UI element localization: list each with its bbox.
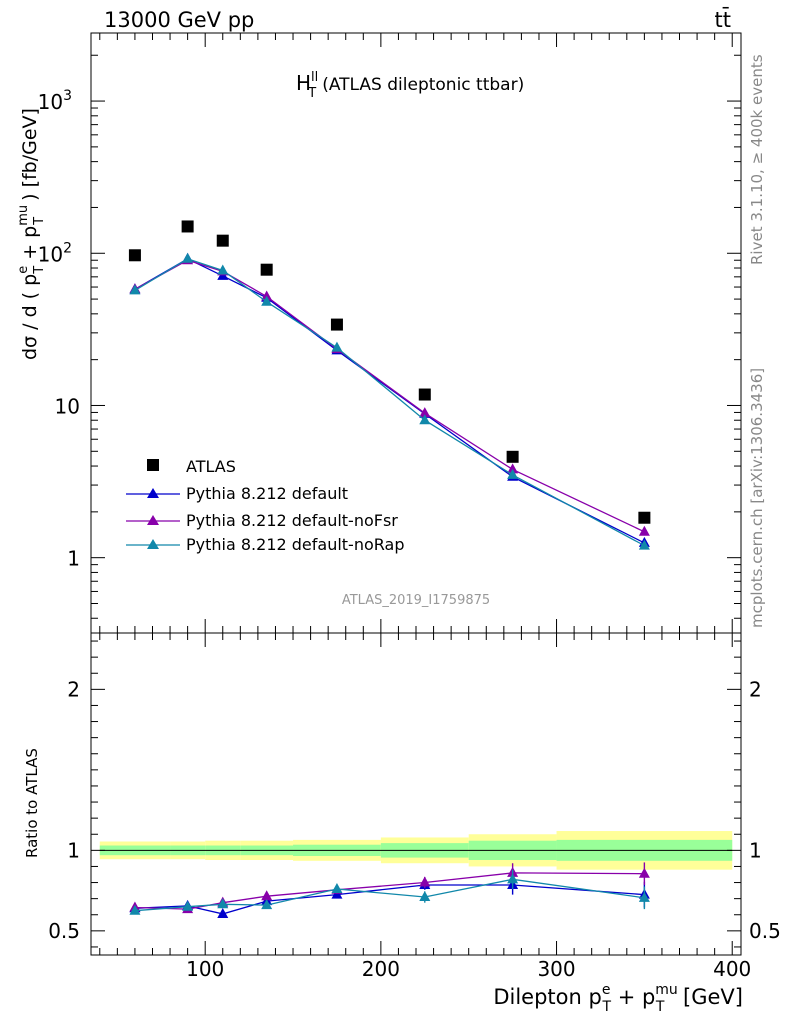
ratio-series-marker-0 xyxy=(217,907,229,918)
ratio-series-line-2 xyxy=(134,878,645,912)
ratio-ticks: 0.5 0.5 1 1 2 2 100 200 300 400 xyxy=(48,633,781,981)
main-series-marker-3 xyxy=(182,252,194,263)
main-panel: 1 10 102 103 Hll T (ATLAS dileptonic ttbar) A… xyxy=(16,32,742,634)
ratio-series-marker-1 xyxy=(261,890,273,901)
atlas-data-point xyxy=(181,220,194,233)
atlas-data-point xyxy=(260,263,273,276)
main-series-marker-3 xyxy=(261,295,273,306)
main-series-marker-3 xyxy=(419,414,431,425)
main-series-line-2 xyxy=(134,259,645,533)
main-ytick-label: 103 xyxy=(38,88,72,114)
ratio-series-line-0 xyxy=(134,884,645,915)
ratio-series-marker-2 xyxy=(331,882,343,893)
legend-marker-default xyxy=(147,488,159,498)
atlas-data-point xyxy=(418,388,431,401)
x-tick-label: 400 xyxy=(713,957,751,981)
legend-marker-nofsr xyxy=(147,515,159,525)
header-right: tt̄ xyxy=(715,7,731,32)
mcplots-label: mcplots.cern.ch [arXiv:1306.3436] xyxy=(748,368,766,628)
analysis-label: ATLAS_2019_I1759875 xyxy=(342,593,490,608)
main-ytick-label: 10 xyxy=(55,394,80,418)
main-series-marker-2 xyxy=(419,407,431,418)
x-axis-label: Dilepton pe T + pmu T [GeV] xyxy=(493,982,743,1015)
main-ylabel: dσ / d ( peT + pmuT ) [fb/GeV] xyxy=(16,108,47,360)
ratio-bands xyxy=(99,831,733,870)
rivet-label: Rivet 3.1.10, ≥ 400k events xyxy=(748,54,766,265)
main-series-marker-2 xyxy=(638,525,650,536)
legend: ATLAS Pythia 8.212 default Pythia 8.212 … xyxy=(126,457,404,554)
atlas-data-point xyxy=(330,318,343,331)
legend-marker-atlas xyxy=(147,459,159,471)
atlas-data-point xyxy=(128,249,141,262)
ratio-series-marker-1 xyxy=(638,867,650,878)
ratio-ytick-label-left: 2 xyxy=(67,677,80,701)
ratio-series-marker-2 xyxy=(182,900,194,911)
main-series-marker-3 xyxy=(507,468,519,479)
ratio-ytick-label-right: 0.5 xyxy=(749,919,781,943)
legend-label-nofsr: Pythia 8.212 default-noFsr xyxy=(186,511,398,530)
x-tick-label: 300 xyxy=(537,957,575,981)
legend-marker-norap xyxy=(147,539,159,549)
atlas-data-point xyxy=(216,234,229,247)
atlas-data-point xyxy=(506,450,519,463)
ratio-ytick-label-left: 0.5 xyxy=(48,919,80,943)
main-ytick-label: 1 xyxy=(67,547,80,571)
ratio-series-marker-2 xyxy=(129,904,141,915)
ratio-series-marker-2 xyxy=(217,898,229,909)
ratio-series-line-1 xyxy=(134,872,645,910)
header-left: 13000 GeV pp xyxy=(104,8,254,32)
main-title: Hll T (ATLAS dileptonic ttbar) xyxy=(296,70,524,101)
main-marks xyxy=(128,220,651,550)
legend-label-atlas: ATLAS xyxy=(186,457,236,476)
main-ytick-label: 102 xyxy=(38,240,72,266)
ratio-series-marker-2 xyxy=(261,899,273,910)
ratio-series-marker-1 xyxy=(419,876,431,887)
main-series-marker-3 xyxy=(331,341,343,352)
ratio-ylabel: Ratio to ATLAS xyxy=(23,748,41,858)
ratio-series-marker-2 xyxy=(419,891,431,902)
main-series-marker-3 xyxy=(638,539,650,550)
main-series-marker-2 xyxy=(507,463,519,474)
main-series-marker-2 xyxy=(261,290,273,301)
ratio-marks xyxy=(129,862,650,918)
main-series-line-3 xyxy=(134,258,645,547)
main-series-marker-3 xyxy=(217,264,229,275)
atlas-data-point xyxy=(638,511,651,524)
legend-label-norap: Pythia 8.212 default-noRap xyxy=(186,535,404,554)
x-tick-label: 200 xyxy=(362,957,400,981)
legend-label-default: Pythia 8.212 default xyxy=(186,484,348,503)
ratio-panel: 0.5 0.5 1 1 2 2 100 200 300 400 Ratio to ATLAS Di… xyxy=(23,632,781,1015)
main-ticks: 1 10 102 103 xyxy=(38,33,741,633)
ratio-series-marker-2 xyxy=(507,873,519,884)
ratio-series-marker-2 xyxy=(638,891,650,902)
ratio-ytick-label-left: 1 xyxy=(67,838,80,862)
x-tick-label: 100 xyxy=(186,957,224,981)
main-series-marker-3 xyxy=(129,284,141,295)
ratio-ytick-label-right: 1 xyxy=(749,838,762,862)
ratio-ytick-label-right: 2 xyxy=(749,677,762,701)
